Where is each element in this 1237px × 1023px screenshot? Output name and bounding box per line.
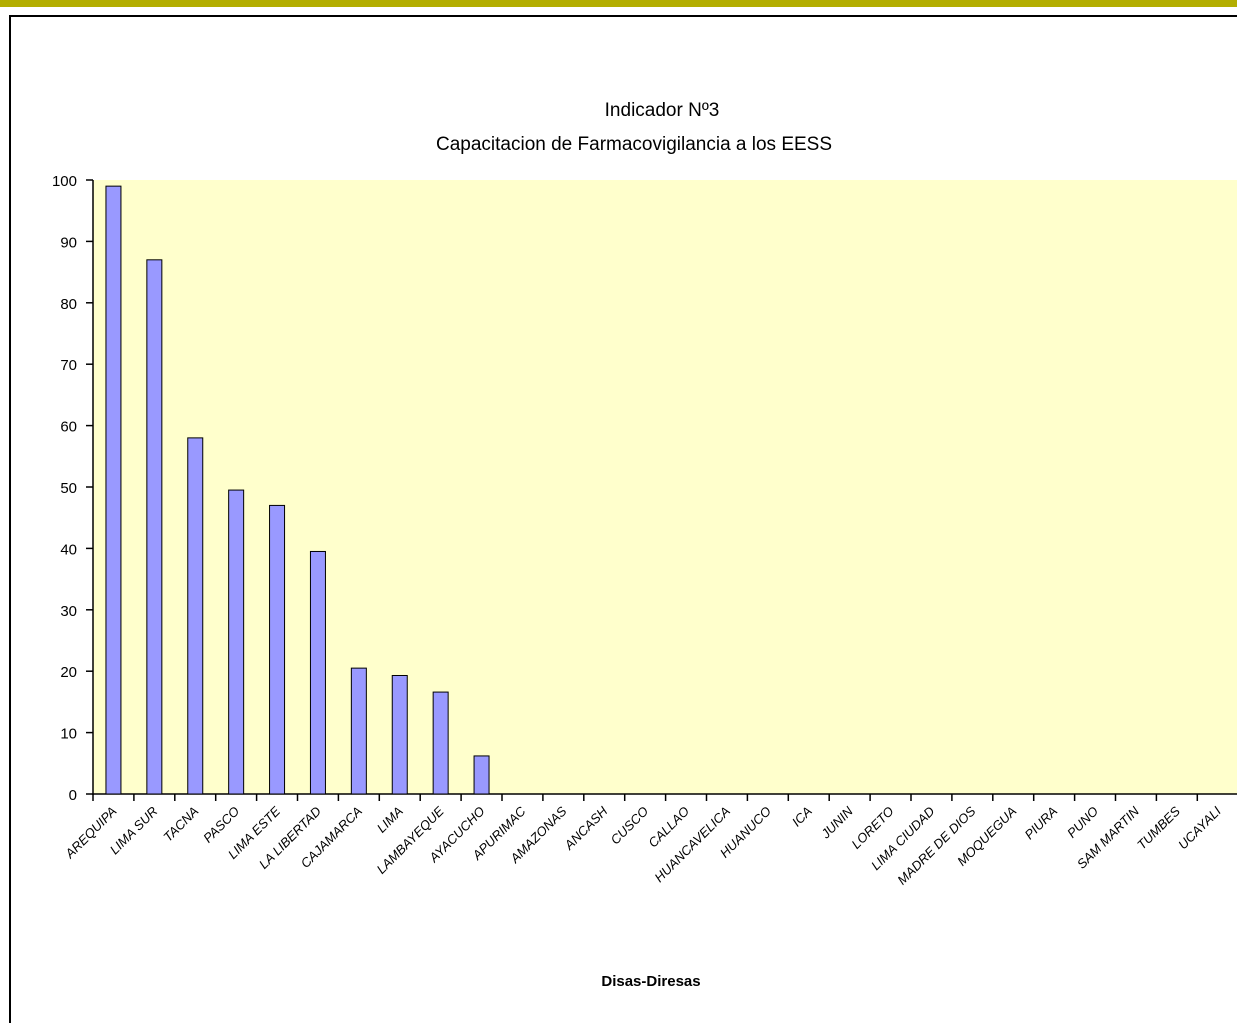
y-tick-label: 70 [60,357,77,374]
y-tick-label: 40 [60,541,77,558]
chart-title: Indicador Nº3 [605,100,720,121]
y-tick-label: 20 [60,664,77,681]
y-tick-label: 0 [69,787,77,804]
bars [105,185,490,795]
bar [228,489,245,795]
bar [473,755,490,795]
y-axis-ticks: 0 10 20 30 40 50 60 70 80 90 100 [52,173,93,804]
bar [432,691,449,795]
x-axis-ticks [92,794,1199,801]
bar [269,504,286,795]
y-tick-label: 80 [60,296,77,313]
y-tick-label: 90 [60,234,77,251]
chart-subtitle: Capacitacion de Farmacovigilancia a los … [436,134,832,155]
bar [105,185,122,795]
x-axis-title: Disas-Diresas [601,973,700,990]
top-band [0,0,1237,7]
y-tick-label: 100 [52,173,77,190]
y-tick-label: 10 [60,726,77,743]
plot-area [93,180,1237,794]
bar [187,437,204,795]
y-tick-label: 50 [60,480,77,497]
y-tick-label: 30 [60,603,77,620]
bar [309,550,326,795]
bar [350,667,367,795]
bar [391,674,408,795]
y-tick-label: 60 [60,419,77,436]
bar [146,259,163,795]
